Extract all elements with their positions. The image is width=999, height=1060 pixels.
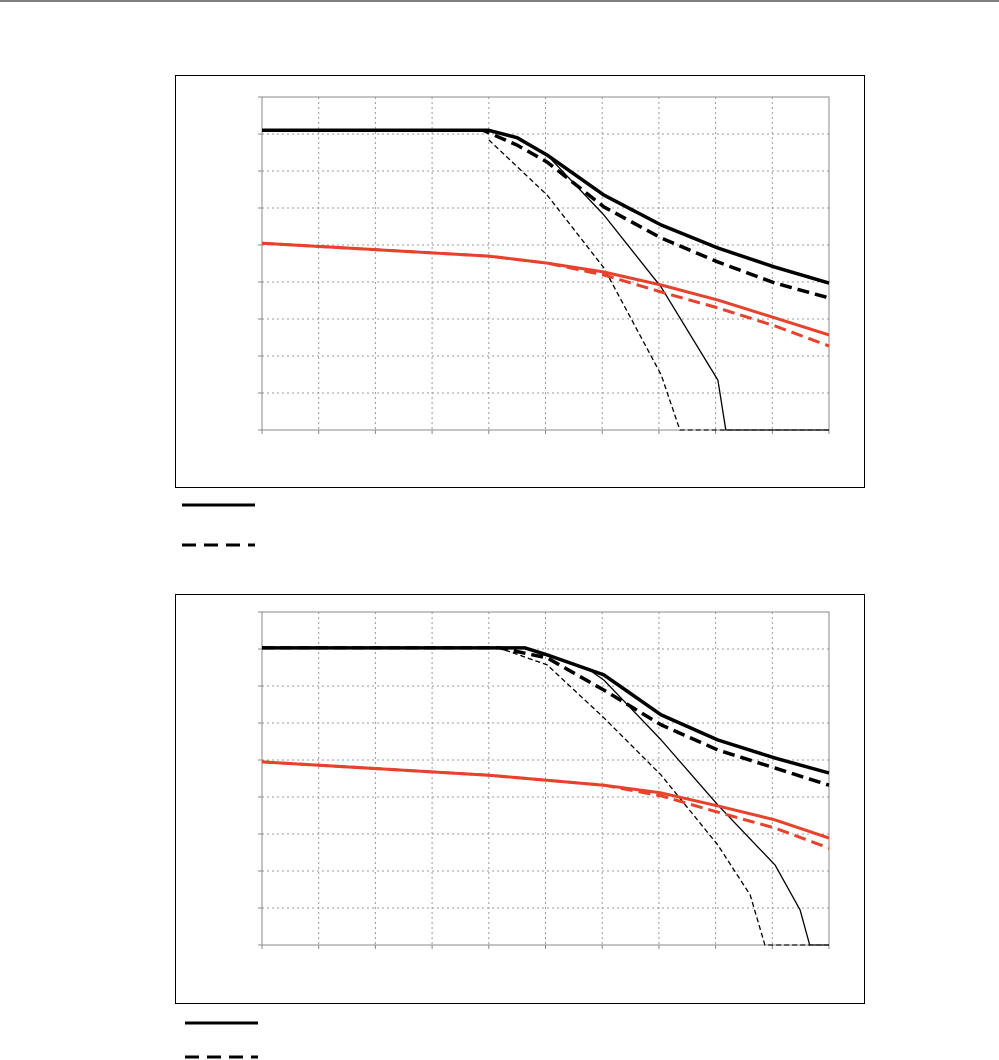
series-line xyxy=(262,646,830,787)
series-line xyxy=(262,646,830,775)
series-line xyxy=(261,241,830,348)
chart-frame xyxy=(175,75,865,488)
series-line xyxy=(262,128,830,285)
series-line xyxy=(261,760,830,850)
series-line xyxy=(488,139,829,431)
plot-area xyxy=(261,96,830,431)
series-line xyxy=(546,154,829,431)
series-line xyxy=(504,649,829,946)
chart-frame xyxy=(175,594,865,1004)
series-line xyxy=(589,669,829,946)
plot-area xyxy=(261,611,830,946)
series-line xyxy=(262,128,830,300)
